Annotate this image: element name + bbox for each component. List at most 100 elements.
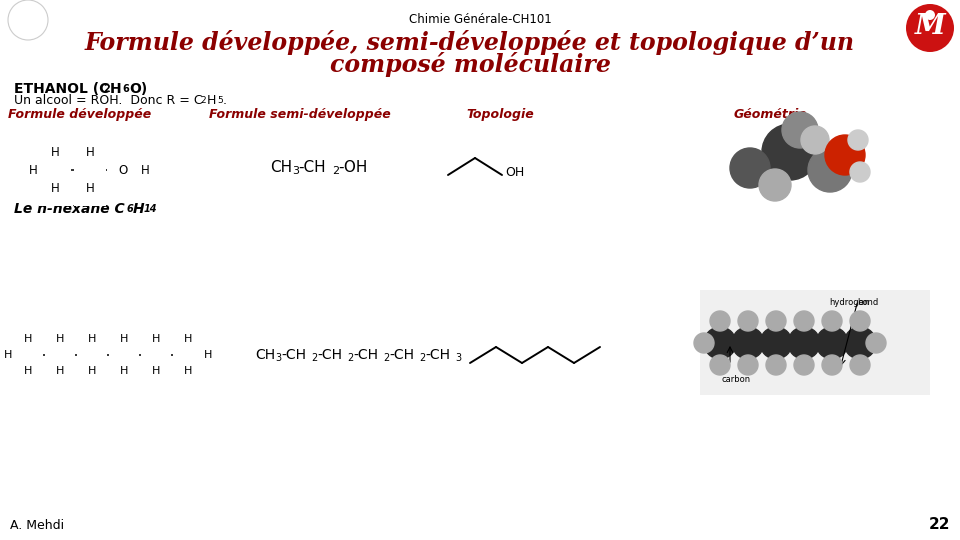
- Text: H: H: [133, 202, 145, 216]
- Text: H: H: [120, 366, 129, 376]
- Circle shape: [925, 10, 935, 20]
- Circle shape: [710, 311, 730, 331]
- Text: Μ: Μ: [915, 12, 946, 39]
- Text: H: H: [120, 334, 129, 344]
- Circle shape: [850, 311, 870, 331]
- Text: H: H: [56, 366, 64, 376]
- Text: -CH: -CH: [425, 348, 450, 362]
- Text: C: C: [56, 350, 64, 360]
- Text: C: C: [88, 350, 96, 360]
- Circle shape: [848, 130, 868, 150]
- Text: H: H: [152, 334, 160, 344]
- Circle shape: [782, 112, 818, 148]
- Circle shape: [8, 0, 48, 40]
- Circle shape: [801, 126, 829, 154]
- Circle shape: [816, 327, 848, 359]
- Circle shape: [738, 355, 758, 375]
- Text: -OH: -OH: [338, 160, 368, 176]
- Text: CH: CH: [270, 160, 292, 176]
- Circle shape: [850, 162, 870, 182]
- Text: 2: 2: [311, 353, 317, 363]
- Text: CH: CH: [255, 348, 276, 362]
- Text: Le n-hexane C: Le n-hexane C: [14, 202, 125, 216]
- Text: O): O): [129, 82, 147, 96]
- Text: H: H: [204, 350, 212, 360]
- Circle shape: [704, 327, 736, 359]
- Circle shape: [822, 311, 842, 331]
- Circle shape: [844, 327, 876, 359]
- Circle shape: [694, 333, 714, 353]
- Text: C: C: [24, 350, 32, 360]
- Text: H: H: [24, 366, 33, 376]
- Text: H: H: [24, 334, 33, 344]
- Circle shape: [866, 333, 886, 353]
- Circle shape: [730, 148, 770, 188]
- Text: 3: 3: [455, 353, 461, 363]
- Circle shape: [762, 124, 818, 180]
- Circle shape: [766, 311, 786, 331]
- Text: -CH: -CH: [353, 348, 378, 362]
- Text: POLY: POLY: [21, 14, 35, 18]
- Text: H: H: [87, 334, 96, 344]
- Text: Un alcool = ROH.  Donc R = C: Un alcool = ROH. Donc R = C: [14, 94, 203, 107]
- Text: composé moléculaire: composé moléculaire: [329, 52, 611, 77]
- Text: Topologie: Topologie: [467, 108, 534, 121]
- Text: hydrogen: hydrogen: [829, 298, 870, 307]
- Text: 5: 5: [217, 96, 223, 105]
- Text: C: C: [85, 164, 94, 177]
- Text: OH: OH: [505, 166, 524, 179]
- Text: Formule développée, semi-développée et topologique d’un: Formule développée, semi-développée et t…: [85, 30, 855, 55]
- Circle shape: [825, 135, 865, 175]
- Text: O: O: [118, 164, 128, 177]
- Text: C: C: [184, 350, 192, 360]
- Text: H: H: [51, 181, 60, 194]
- Circle shape: [850, 355, 870, 375]
- Text: Formule développée: Formule développée: [9, 108, 152, 121]
- Circle shape: [794, 355, 814, 375]
- Text: -CH: -CH: [281, 348, 306, 362]
- Text: bond: bond: [856, 298, 878, 307]
- Circle shape: [760, 327, 792, 359]
- Circle shape: [738, 311, 758, 331]
- Text: C: C: [152, 350, 160, 360]
- Text: Formule semi-développée: Formule semi-développée: [209, 108, 391, 121]
- Circle shape: [766, 355, 786, 375]
- Circle shape: [794, 311, 814, 331]
- Text: ETHANOL (C: ETHANOL (C: [14, 82, 109, 96]
- Text: 3: 3: [292, 166, 299, 176]
- Text: -CH: -CH: [389, 348, 414, 362]
- Text: .: .: [223, 94, 227, 107]
- Text: 14: 14: [144, 204, 157, 214]
- Text: 2: 2: [419, 353, 425, 363]
- Text: H: H: [4, 350, 12, 360]
- Text: C: C: [120, 350, 128, 360]
- Text: H: H: [56, 334, 64, 344]
- Text: H: H: [29, 164, 37, 177]
- Text: C: C: [51, 164, 60, 177]
- Circle shape: [732, 327, 764, 359]
- Text: 2: 2: [383, 353, 389, 363]
- Text: 2: 2: [200, 96, 205, 105]
- Text: -CH: -CH: [317, 348, 342, 362]
- Circle shape: [822, 355, 842, 375]
- Circle shape: [808, 148, 852, 192]
- FancyBboxPatch shape: [700, 290, 930, 395]
- Text: H: H: [85, 181, 94, 194]
- Text: 6: 6: [122, 84, 129, 94]
- Text: 6: 6: [127, 204, 133, 214]
- Text: H: H: [87, 366, 96, 376]
- Text: A. Mehdi: A. Mehdi: [10, 519, 64, 532]
- Text: H: H: [207, 94, 216, 107]
- Circle shape: [788, 327, 820, 359]
- Text: 22: 22: [928, 517, 950, 532]
- Text: Chimie Générale-CH101: Chimie Générale-CH101: [409, 13, 551, 26]
- Circle shape: [759, 169, 791, 201]
- Text: H: H: [51, 145, 60, 159]
- Text: carbon: carbon: [722, 375, 751, 384]
- Text: H: H: [140, 164, 150, 177]
- Text: 3: 3: [275, 353, 281, 363]
- Text: H: H: [183, 366, 192, 376]
- Text: -CH: -CH: [298, 160, 325, 176]
- Text: Géométrie: Géométrie: [733, 108, 806, 121]
- Text: 2: 2: [347, 353, 353, 363]
